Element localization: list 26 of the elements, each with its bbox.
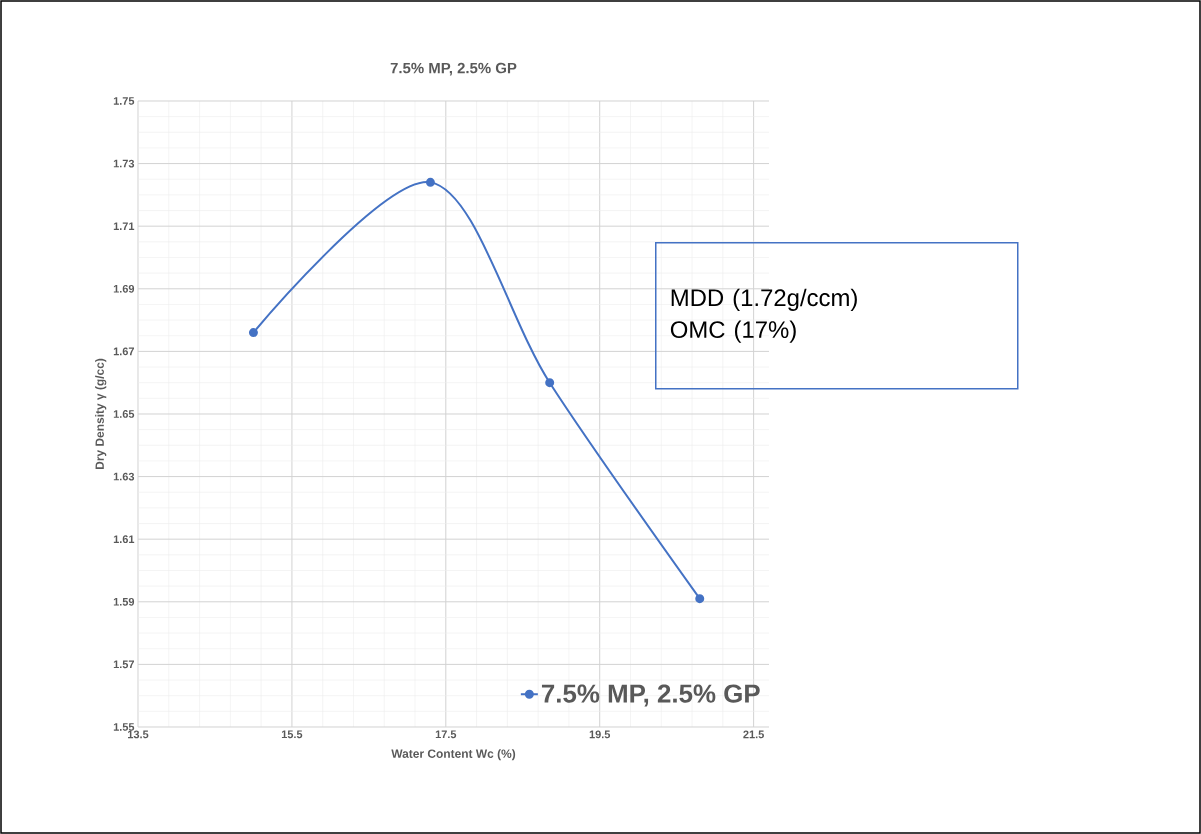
- chart-title: 7.5% MP, 2.5% GP: [390, 62, 517, 76]
- point: [695, 594, 705, 604]
- y-tick-label: 1.73: [113, 159, 135, 168]
- y-tick-label: 1.71: [113, 222, 135, 230]
- x-tick-label: 17.5: [435, 730, 457, 739]
- point: [425, 177, 435, 187]
- x-tick-label: 21.5: [743, 730, 764, 739]
- y-tick-label: 1.57: [113, 660, 134, 669]
- y-axis-title: Dry Density γ (g/cc): [95, 358, 107, 469]
- y-tick-label: 1.61: [113, 535, 135, 544]
- legend-label: 7.5% MP, 2.5% GP: [541, 684, 760, 707]
- y-tick-label: 1.63: [113, 472, 135, 481]
- y-tick-label: 1.65: [113, 410, 135, 418]
- annotation: MDD (1.72g/ccm): [671, 288, 857, 311]
- y-tick-label: 1.75: [113, 97, 135, 105]
- y-tick-label: 1.67: [113, 347, 134, 356]
- annotation: OMC (17%): [670, 320, 796, 343]
- x-axis-title: Water Content Wc (%): [391, 749, 516, 761]
- point: [545, 378, 555, 388]
- y-tick-label: 1.69: [113, 284, 135, 293]
- x-tick-label: 15.5: [281, 730, 303, 739]
- point: [248, 328, 258, 338]
- x-tick-label: 19.5: [589, 730, 611, 739]
- y-tick-label: 1.55: [113, 723, 135, 731]
- x-tick-label: 13.5: [128, 730, 149, 739]
- y-tick-label: 1.59: [113, 597, 135, 606]
